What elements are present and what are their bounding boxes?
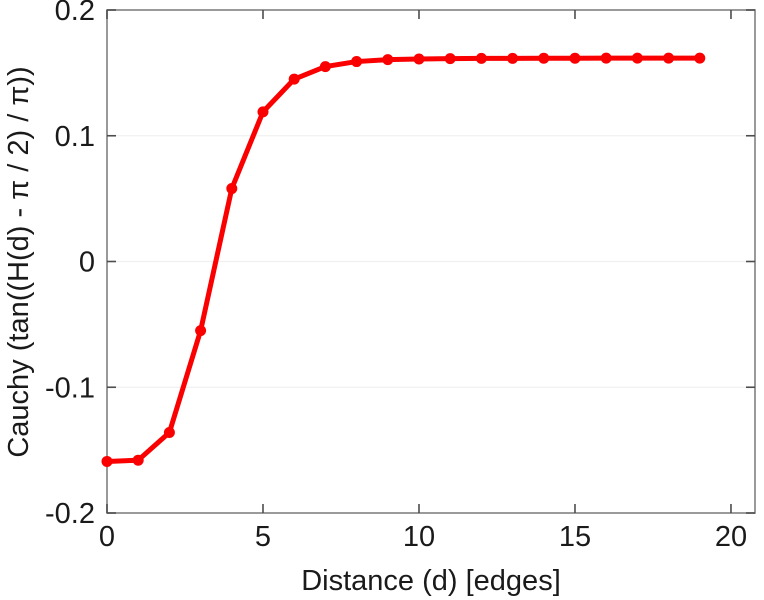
x-tick-label: 20 [715,521,747,553]
y-axis-title: Cauchy (tan((H(d) - π / 2) / π)) [3,66,35,457]
data-point-marker [631,52,643,64]
data-point-marker [663,52,675,64]
tick-marks [106,9,755,514]
y-tick-label: 0.1 [55,121,95,153]
data-point-marker [195,325,207,337]
data-point-marker [538,52,550,64]
data-point-marker [382,54,394,66]
y-tick-label: -0.2 [45,498,95,530]
data-point-marker [101,455,113,467]
data-point-marker [351,56,363,68]
x-tick-labels: 0 5 10 15 20 [99,521,747,553]
y-tick-label: 0.2 [55,0,95,27]
data-point-marker [569,52,581,64]
data-point-marker [413,53,425,65]
x-axis-title: Distance (d) [edges] [301,565,561,597]
x-tick-label: 10 [403,521,435,553]
data-series [101,52,706,467]
data-point-marker [444,53,456,65]
y-tick-labels: -0.2 -0.1 0 0.1 0.2 [45,0,95,530]
data-point-marker [600,52,612,64]
data-point-marker [132,454,144,466]
data-point-marker [475,52,487,64]
data-point-marker [507,52,519,64]
x-tick-label: 15 [559,521,591,553]
data-point-marker [226,183,238,195]
x-tick-label: 0 [99,521,115,553]
data-point-marker [694,52,706,64]
y-tick-label: -0.1 [45,372,95,404]
data-point-marker [288,73,300,85]
x-tick-label: 5 [255,521,271,553]
data-point-marker [319,61,331,73]
data-point-marker [163,427,175,439]
y-tick-label: 0 [79,247,95,279]
data-point-marker [257,106,269,118]
